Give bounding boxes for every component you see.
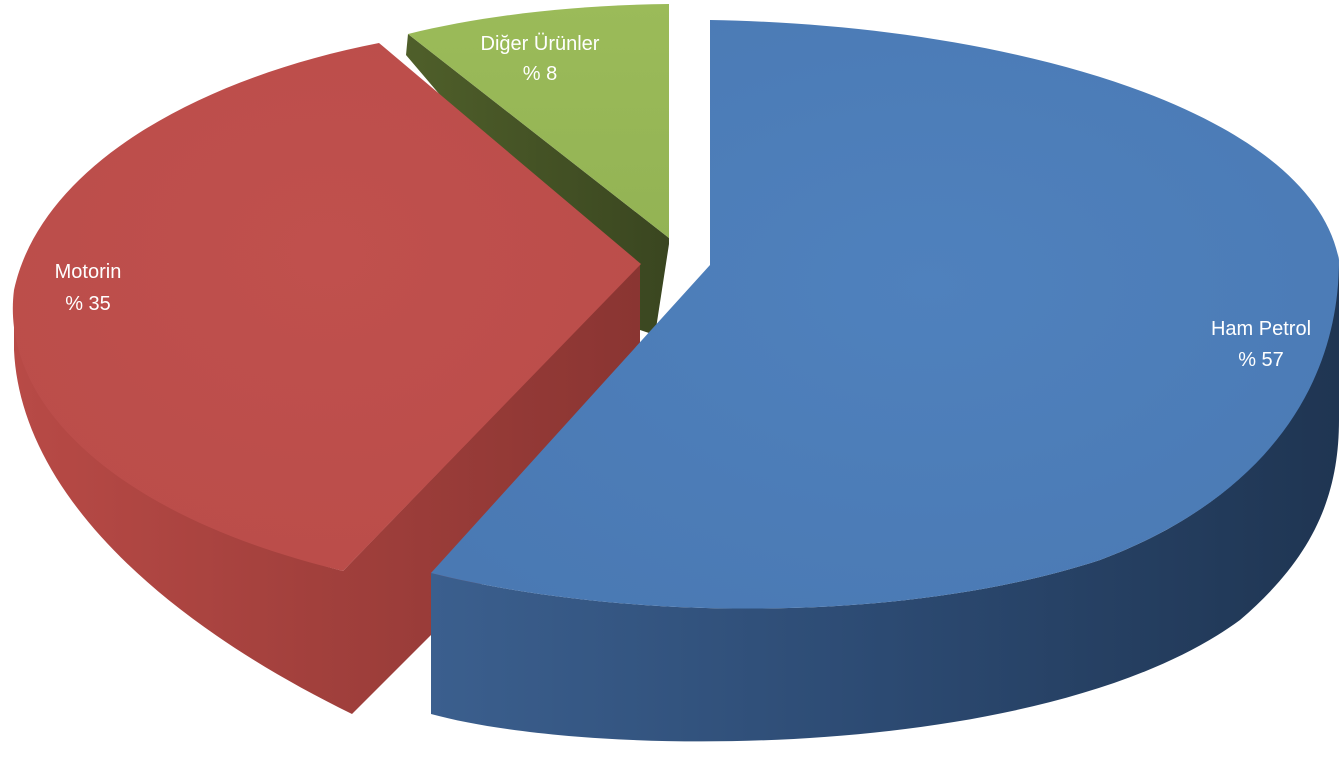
slice-motorin-top bbox=[12, 43, 641, 571]
data-labels: Diğer Ürünler % 8 Motorin % 35 Ham Petro… bbox=[55, 33, 1311, 371]
label-diger-urunler-name: Diğer Ürünler bbox=[481, 33, 600, 55]
label-motorin-name: Motorin bbox=[55, 261, 122, 283]
label-diger-urunler-value: % 8 bbox=[523, 63, 557, 85]
label-ham-petrol-name: Ham Petrol bbox=[1211, 318, 1311, 340]
slice-diger-urunler-top bbox=[408, 4, 669, 238]
label-motorin-value: % 35 bbox=[65, 293, 111, 315]
slice-motorin bbox=[12, 43, 641, 714]
slice-ham-petrol-side bbox=[431, 250, 1339, 742]
slice-ham-petrol-top bbox=[431, 20, 1339, 609]
slice-ham-petrol bbox=[431, 20, 1339, 742]
label-ham-petrol-value: % 57 bbox=[1238, 349, 1284, 371]
slice-motorin-side bbox=[14, 264, 640, 714]
